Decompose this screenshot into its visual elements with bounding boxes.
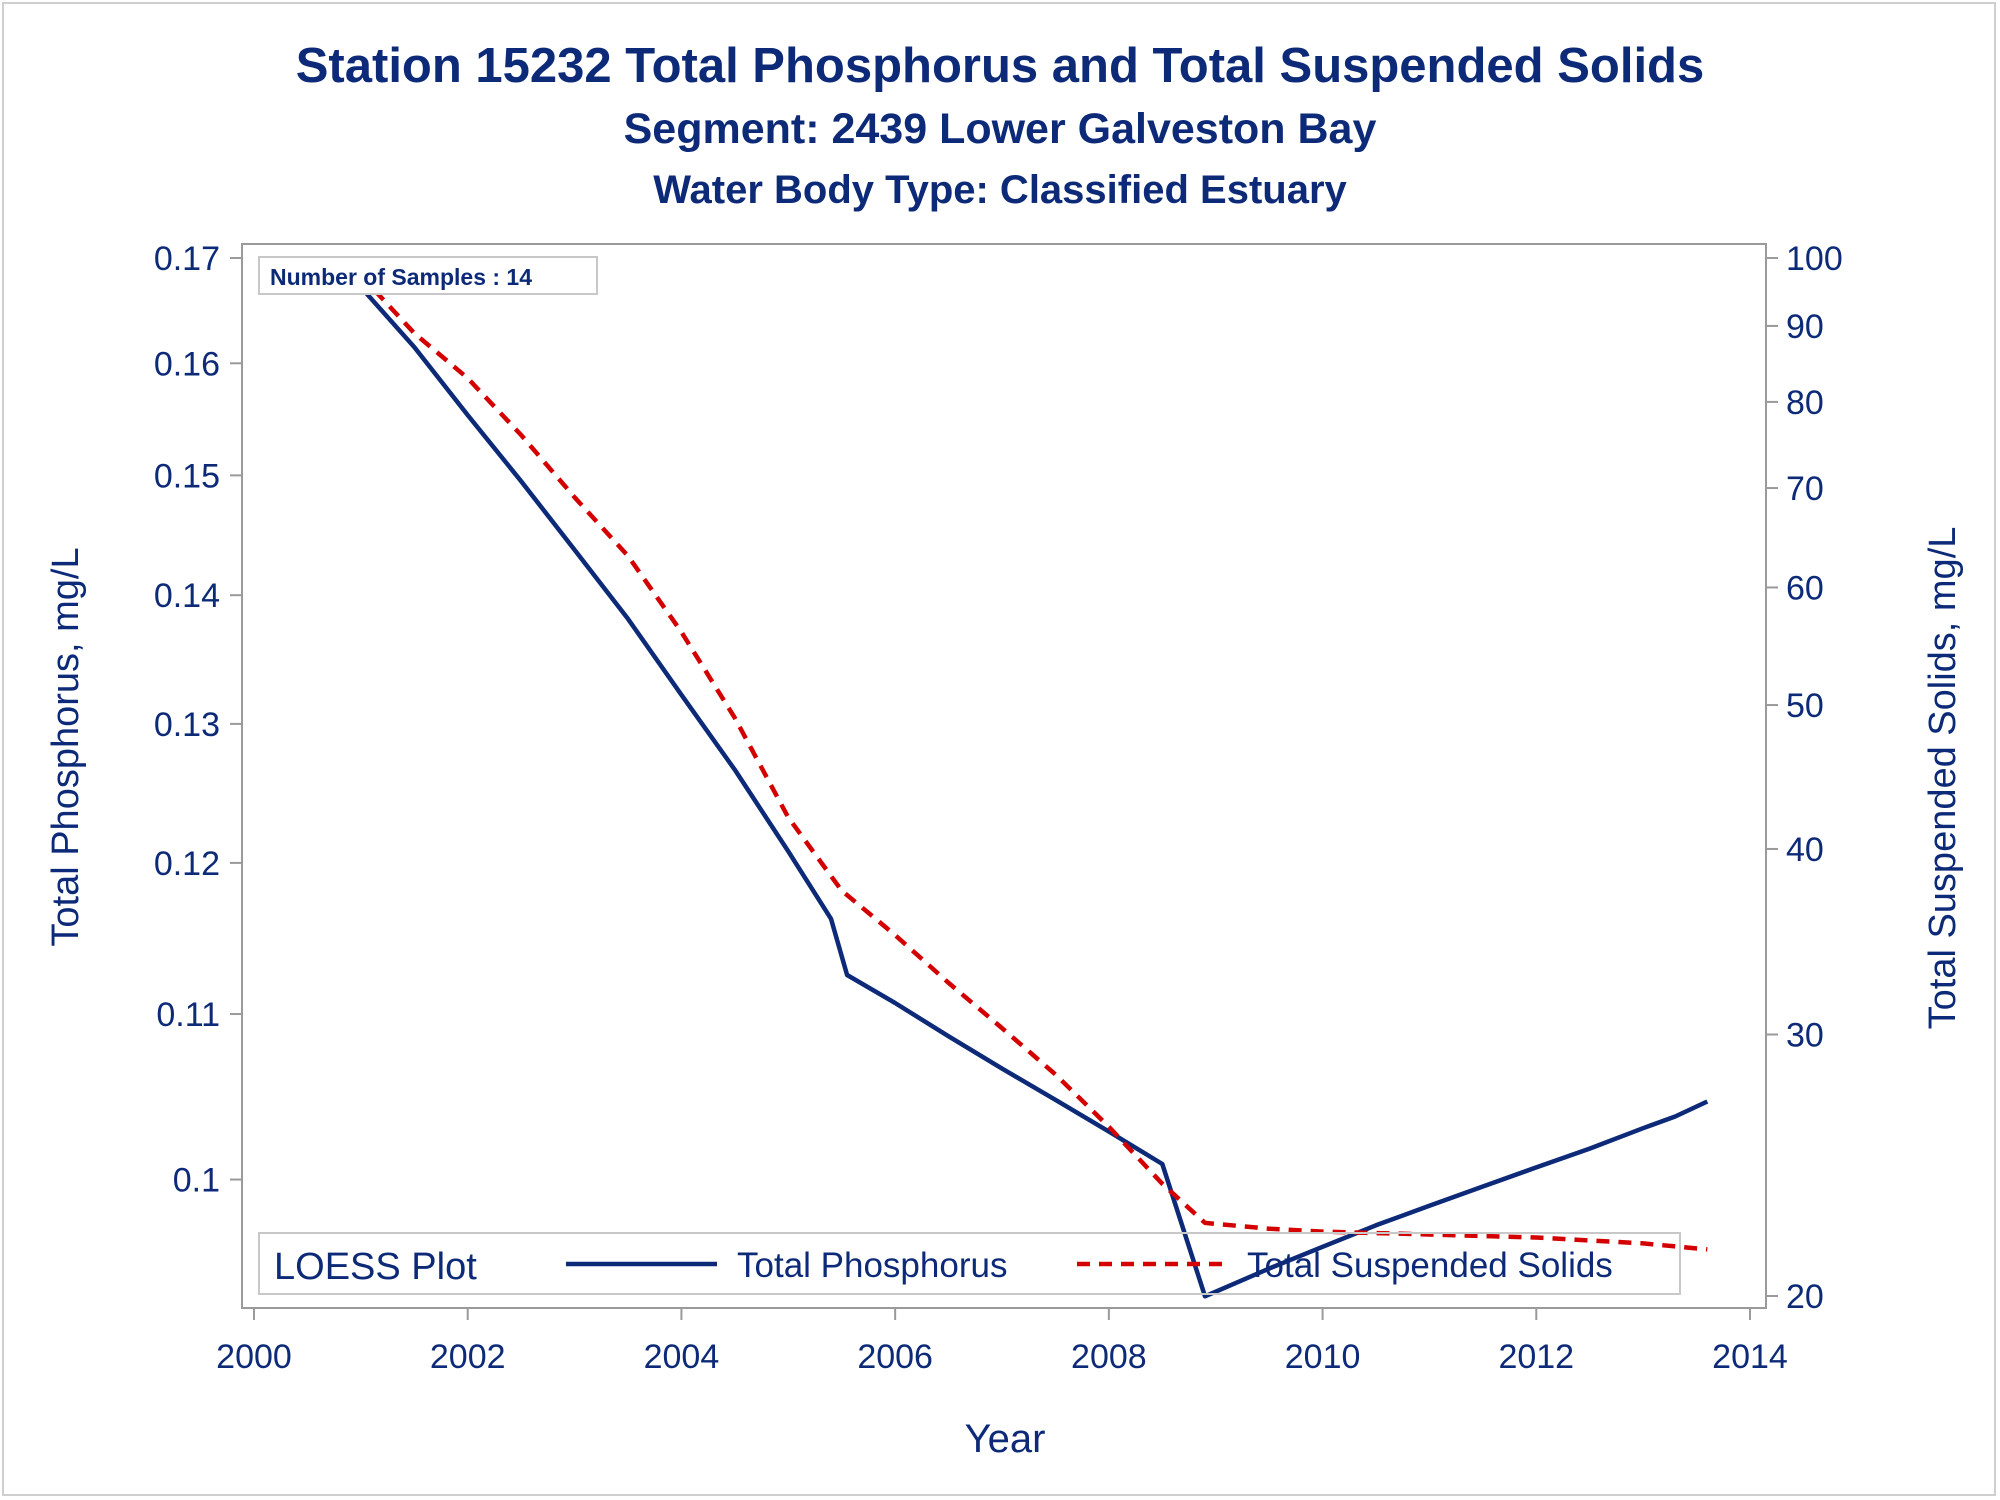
chart-title: Station 15232 Total Phosphorus and Total… — [295, 39, 1705, 93]
y-right-tick-label: 100 — [1786, 240, 1843, 278]
legend: LOESS Plot Total Phosphorus Total Suspen… — [258, 1232, 1681, 1295]
y-left-tick-label: 0.12 — [154, 845, 220, 883]
y-right-tick-label: 40 — [1786, 831, 1824, 869]
legend-box — [258, 1232, 1681, 1295]
x-tick-label: 2000 — [216, 1338, 292, 1376]
plot-area-frame — [241, 243, 1767, 1309]
x-tick-label: 2006 — [857, 1338, 933, 1376]
x-tick-label: 2012 — [1498, 1338, 1574, 1376]
y-right-tick-label: 60 — [1786, 569, 1824, 607]
y-right-tick-label: 70 — [1786, 470, 1824, 508]
chart-subtitle-secondary: Water Body Type: Classified Estuary — [653, 168, 1347, 212]
series-layer — [337, 256, 1709, 1299]
series-line-total-phosphorus — [337, 261, 1709, 1299]
x-tick-label: 2014 — [1712, 1338, 1788, 1376]
y-left-tick-label: 0.13 — [154, 706, 220, 744]
y-axis-left-label: Total Phosphorus, mg/L — [45, 547, 87, 946]
x-tick-label: 2002 — [430, 1338, 506, 1376]
y-left-tick-label: 0.1 — [173, 1162, 220, 1200]
legend-label-phosphorus: Total Phosphorus — [737, 1246, 1007, 1285]
samples-annotation: Number of Samples : 14 — [258, 256, 598, 295]
chart-subtitle: Segment: 2439 Lower Galveston Bay — [623, 105, 1377, 153]
x-tick-label: 2004 — [644, 1338, 720, 1376]
y-right-tick-label: 80 — [1786, 384, 1824, 422]
legend-label-suspended-solids: Total Suspended Solids — [1247, 1246, 1613, 1285]
y-axis-right-label: Total Suspended Solids, mg/L — [1922, 527, 1964, 1030]
x-tick-label: 2008 — [1071, 1338, 1147, 1376]
y-left-tick-label: 0.14 — [154, 577, 220, 615]
y-right-tick-label: 20 — [1786, 1278, 1824, 1316]
y-left-tick-label: 0.16 — [154, 345, 220, 383]
y-left-tick-label: 0.15 — [154, 457, 220, 495]
y-right-tick-label: 30 — [1786, 1016, 1824, 1054]
x-tick-label: 2010 — [1285, 1338, 1361, 1376]
y-right-tick-label: 50 — [1786, 687, 1824, 725]
series-line-total-suspended-solids — [343, 256, 1708, 1252]
y-left-tick-label: 0.11 — [156, 996, 220, 1034]
y-left-tick-label: 0.17 — [154, 240, 220, 278]
samples-annotation-text: Number of Samples : 14 — [270, 264, 532, 290]
x-axis-label: Year — [965, 1417, 1046, 1461]
y-right-tick-label: 90 — [1786, 308, 1824, 346]
legend-title: LOESS Plot — [274, 1246, 477, 1288]
axes-layer: 2000 2002 2004 2006 2008 2010 2012 20140.170.16… — [154, 240, 1843, 1376]
